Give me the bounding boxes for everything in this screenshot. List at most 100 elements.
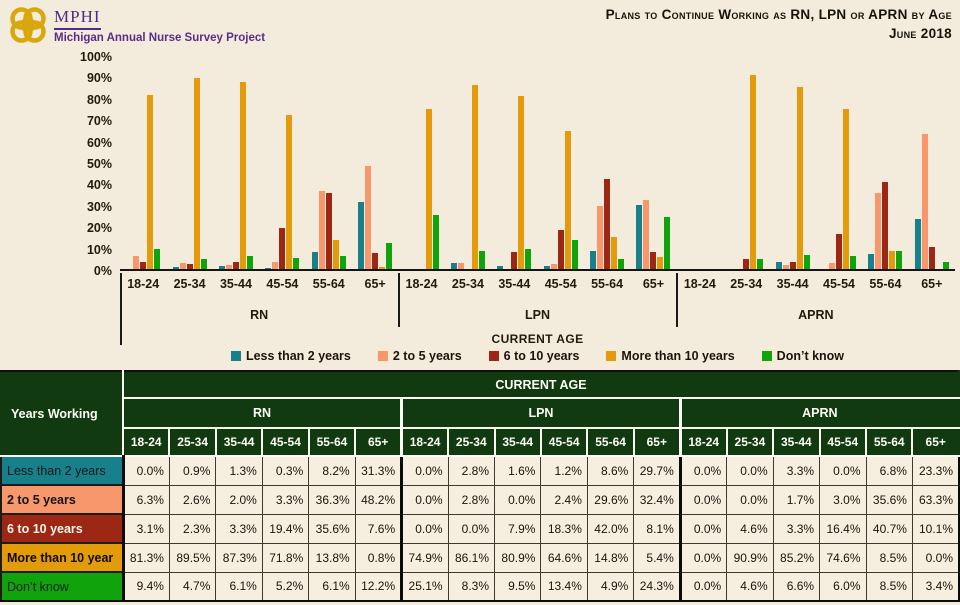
y-axis: 100% 90% 80% 70% 60% 50% 40% 30% 20% 10% 0% (0, 48, 112, 280)
table-cell: 18.3% (540, 513, 588, 544)
bar-group-aprn-55-64 (862, 57, 908, 269)
table-cell: 86.1% (447, 542, 496, 573)
bar-group-aprn-45-54 (816, 57, 862, 269)
table-cell: 2.3% (168, 513, 217, 544)
table-cell: 35.6% (308, 513, 356, 544)
table-cell: 0.0% (819, 455, 867, 486)
table-cell: 5.2% (261, 571, 310, 602)
x-axis-group-labels: RN LPN APRN (120, 308, 955, 322)
bar (425, 108, 432, 269)
age-tick-label: 55-64 (591, 277, 624, 291)
chart-panel-aprn (677, 57, 955, 269)
age-tick-label: 25-34 (730, 277, 763, 291)
y-tick-label: 30% (86, 199, 112, 214)
age-tick-label: 45-54 (544, 277, 577, 291)
bar (789, 261, 796, 269)
data-table-wrap: Years Working CURRENT AGE RN LPN APRN 18-24 25… (0, 370, 960, 602)
bar-group-rn-18-24 (120, 57, 166, 269)
table-cell: 3.0% (819, 484, 867, 515)
table-cell: 6.6% (772, 571, 821, 602)
age-tick-label: 18-24 (683, 277, 716, 291)
bar-group-lpn-55-64 (584, 57, 630, 269)
table-cell: 9.5% (493, 571, 542, 602)
table-cell: 31.3% (354, 455, 403, 486)
y-tick-label: 50% (86, 156, 112, 171)
table-cell: 8.6% (586, 455, 635, 486)
bar (265, 268, 272, 269)
table-cell: 13.8% (308, 542, 356, 573)
table-cell: 48.2% (354, 484, 403, 515)
y-tick-label: 70% (86, 114, 112, 129)
logo: MPHI Michigan Annual Nurse Survey Projec… (8, 5, 265, 45)
bar (311, 251, 318, 269)
bar-group-rn-65+ (352, 57, 398, 269)
legend-swatch-icon (488, 351, 499, 361)
table-cell: 8.3% (447, 571, 496, 602)
bar (471, 84, 478, 269)
bar (218, 266, 225, 269)
y-tick-label: 20% (86, 221, 112, 236)
table-cell: 0.0% (678, 484, 728, 515)
bar (636, 205, 643, 269)
bar-group-rn-45-54 (259, 57, 305, 269)
legend-label: Don’t know (776, 349, 845, 363)
bar-group-aprn-18-24 (677, 57, 723, 269)
table-cell: 8.5% (865, 542, 913, 573)
table-cell: 7.9% (493, 513, 542, 544)
age-header: 45-54 (261, 427, 310, 457)
age-header: 35-44 (772, 427, 821, 457)
bar (518, 95, 525, 269)
bar-group-lpn-65+ (630, 57, 676, 269)
age-header: 65+ (632, 427, 682, 457)
bar (432, 215, 439, 269)
legend-item: Don’t know (761, 349, 845, 363)
table-cell: 80.9% (493, 542, 542, 573)
legend-swatch-icon (377, 351, 388, 361)
header-row-1: Years Working CURRENT AGE (0, 370, 960, 457)
table-cell: 2.8% (447, 484, 496, 515)
age-header: 18-24 (400, 427, 450, 457)
bar (650, 251, 657, 269)
page-title-line2: June 2018 (889, 25, 952, 41)
table-cell: 40.7% (865, 513, 913, 544)
bar (550, 263, 557, 269)
bar (193, 77, 200, 269)
table-cell: 0.8% (354, 542, 403, 573)
y-tick-label: 60% (86, 135, 112, 150)
table-cell: 35.6% (865, 484, 913, 515)
axis-left-boundary (120, 273, 122, 345)
bar (339, 255, 346, 269)
table-cell: 74.9% (400, 542, 449, 573)
bar (921, 133, 928, 269)
table-cell: 7.6% (354, 513, 403, 544)
header-row-2: RN LPN APRN (1, 397, 960, 429)
bar-group-aprn-25-34 (723, 57, 769, 269)
bar (386, 242, 393, 269)
row-label: 6 to 10 years (0, 513, 125, 544)
bar (557, 229, 564, 269)
y-tick-label: 80% (86, 92, 112, 107)
table-cell: 5.4% (633, 542, 681, 573)
group-header-rn: RN (122, 397, 403, 429)
age-header: 65+ (911, 427, 960, 457)
age-tick-label: 55-64 (869, 277, 902, 291)
table-cell: 6.3% (122, 484, 170, 515)
table-cell: 0.0% (726, 484, 774, 515)
table-cell: 2.6% (168, 484, 217, 515)
bar-group-lpn-25-34 (445, 57, 491, 269)
age-label-panel-aprn: 18-24 25-34 35-44 45-54 55-64 65+ (677, 277, 955, 291)
bar (597, 205, 604, 269)
page-title: Plans to Continue Working as RN, LPN or … (606, 6, 952, 44)
table-cell: 71.8% (261, 542, 310, 573)
bar (543, 266, 550, 269)
table-row: 6 to 10 years 3.1% 2.3% 3.3% 19.4% 35.6% 7.6% 0… (0, 513, 960, 544)
table-cell: 0.9% (168, 455, 217, 486)
bar (843, 109, 850, 269)
table-cell: 4.9% (586, 571, 635, 602)
bar (358, 202, 365, 269)
bar-group-aprn-35-44 (769, 57, 815, 269)
bar-group-rn-35-44 (213, 57, 259, 269)
table-cell: 0.0% (400, 513, 449, 544)
age-header: 45-54 (818, 427, 868, 457)
age-tick-label: 65+ (921, 277, 943, 291)
